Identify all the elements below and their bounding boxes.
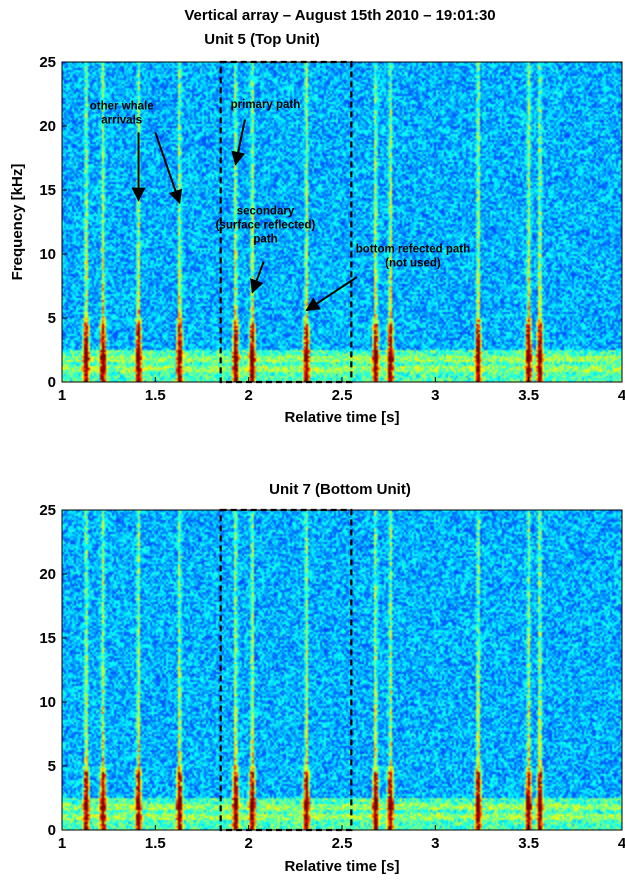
annotation-arrow [154,132,183,205]
x-tick-label: 2 [244,387,252,404]
annotation-label: other whale arrivals [90,100,154,126]
y-tick-label: 5 [48,310,56,327]
y-tick-label: 20 [39,118,56,135]
annotation-arrow [305,276,358,312]
bottom-spectrogram-panel: Unit 7 (Bottom Unit) 1 1.5 2 2.5 3 3.5 4 0 5 10 15… [39,481,625,875]
y-tick-label: 10 [39,694,56,711]
spectrogram-image [62,510,622,830]
y-tick-label: 10 [39,246,56,263]
y-tick-label: 25 [39,502,56,519]
spectrogram-image [62,62,622,382]
x-tick-label: 1.5 [145,835,166,852]
x-tick-label: 2.5 [332,387,353,404]
annotation-arrow [250,261,265,294]
y-tick-label: 15 [39,182,56,199]
top-y-axis-label: Frequency [kHz] [9,164,26,281]
figure-title: Vertical array – August 15th 2010 – 19:0… [184,7,495,24]
x-tick-label: 2.5 [332,835,353,852]
y-tick-label: 0 [48,822,56,839]
y-tick-label: 0 [48,374,56,391]
x-tick-label: 1.5 [145,387,166,404]
top-spectrogram-panel: Unit 5 (Top Unit) 1 1.5 2 2.5 3 3.5 4 0 5 10 15 20 2… [9,31,625,426]
x-tick-label: 3.5 [518,387,539,404]
annotation-arrow [231,119,246,166]
x-tick-label: 4 [618,835,625,852]
bottom-x-axis-label: Relative time [s] [284,858,399,875]
top-panel-title: Unit 5 (Top Unit) [204,31,320,48]
y-tick-label: 20 [39,566,56,583]
annotation-label: secondary (surface reflected) path [216,205,316,245]
x-tick-label: 1 [58,387,66,404]
x-tick-label: 4 [618,387,625,404]
top-x-axis-label: Relative time [s] [284,409,399,426]
x-tick-label: 2 [244,835,252,852]
highlight-box [219,508,353,832]
x-tick-label: 1 [58,835,66,852]
x-tick-label: 3.5 [518,835,539,852]
annotation-label: bottom refected path (not used) [356,244,470,270]
x-tick-label: 3 [431,387,439,404]
bottom-panel-title: Unit 7 (Bottom Unit) [269,481,411,498]
highlight-box [219,60,353,384]
annotation-label: primary path [231,99,301,111]
x-tick-label: 3 [431,835,439,852]
y-tick-label: 25 [39,54,56,71]
y-tick-label: 5 [48,758,56,775]
y-tick-label: 15 [39,630,56,647]
